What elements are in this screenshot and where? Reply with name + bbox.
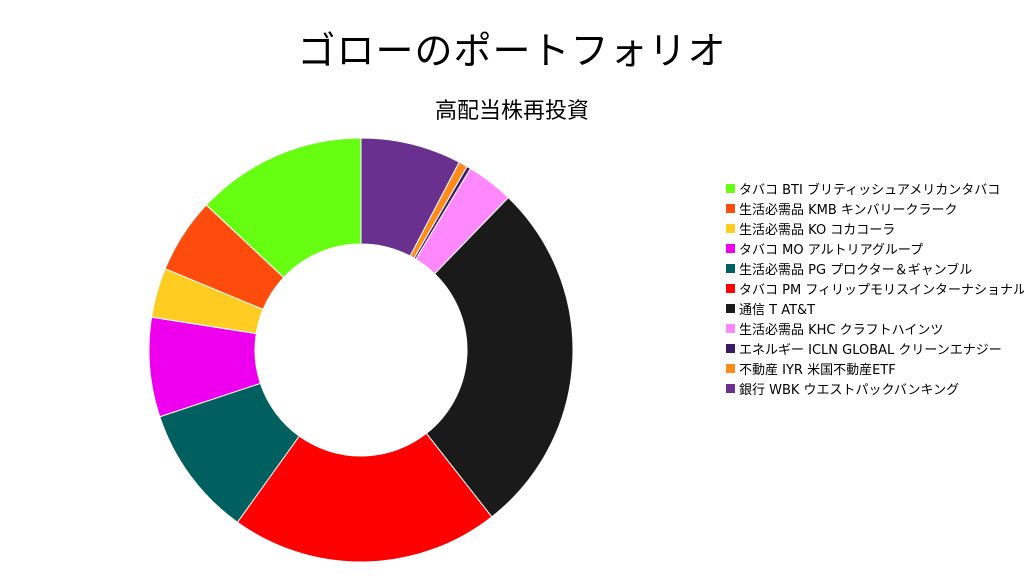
legend-label: 通信 T AT&T xyxy=(739,302,816,318)
legend-label: タバコ MO アルトリアグループ xyxy=(739,242,924,258)
legend-item: 通信 T AT&T xyxy=(726,298,1024,318)
legend-label: 不動産 IYR 米国不動産ETF xyxy=(739,362,896,378)
legend-swatch xyxy=(726,363,735,373)
legend-swatch xyxy=(726,283,735,293)
chart-title: ゴローのポートフォリオ xyxy=(297,29,727,73)
legend-label: エネルギー ICLN GLOBAL クリーンエナジー xyxy=(739,342,1002,358)
legend-swatch xyxy=(726,323,735,333)
legend-label: 生活必需品 KO コカコーラ xyxy=(739,222,896,238)
legend-item: 不動産 IYR 米国不動産ETF xyxy=(726,358,1024,378)
legend-item: タバコ PM フィリップモリスインターナショナル xyxy=(726,278,1024,298)
donut-slice-0 xyxy=(205,137,362,279)
legend-label: 生活必需品 KMB キンバリークラーク xyxy=(739,202,958,218)
chart-subtitle: 高配当株再投資 xyxy=(434,99,589,124)
legend-item: 生活必需品 PG プロクター＆ギャンブル xyxy=(726,258,1024,278)
legend-item: 生活必需品 KMB キンバリークラーク xyxy=(726,198,1024,218)
legend-label: 生活必需品 KHC クラフトハインツ xyxy=(739,322,944,338)
legend-swatch xyxy=(726,303,735,313)
legend-swatch xyxy=(726,383,735,393)
legend-item: 生活必需品 KHC クラフトハインツ xyxy=(726,318,1024,338)
legend-item: タバコ BTI ブリティッシュアメリカンタバコ xyxy=(726,178,1024,198)
legend-label: 生活必需品 PG プロクター＆ギャンブル xyxy=(739,262,973,278)
legend-item: エネルギー ICLN GLOBAL クリーンエナジー xyxy=(726,338,1024,358)
legend-swatch xyxy=(726,263,735,273)
legend-swatch xyxy=(726,203,735,213)
legend-item: タバコ MO アルトリアグループ xyxy=(726,238,1024,258)
legend-label: 銀行 WBK ウエストパックバンキング xyxy=(739,382,960,398)
legend-label: タバコ PM フィリップモリスインターナショナル xyxy=(739,282,1024,298)
chart-legend: タバコ BTI ブリティッシュアメリカンタバコ 生活必需品 KMB キンバリークラ… xyxy=(726,178,1024,398)
legend-label: タバコ BTI ブリティッシュアメリカンタバコ xyxy=(739,182,1001,198)
donut-slice-5 xyxy=(236,432,493,563)
legend-swatch xyxy=(726,343,735,353)
legend-swatch xyxy=(726,183,735,193)
legend-item: 銀行 WBK ウエストパックバンキング xyxy=(726,378,1024,398)
legend-swatch xyxy=(726,223,735,233)
legend-item: 生活必需品 KO コカコーラ xyxy=(726,218,1024,238)
legend-swatch xyxy=(726,243,735,253)
donut-slice-6 xyxy=(425,196,574,518)
